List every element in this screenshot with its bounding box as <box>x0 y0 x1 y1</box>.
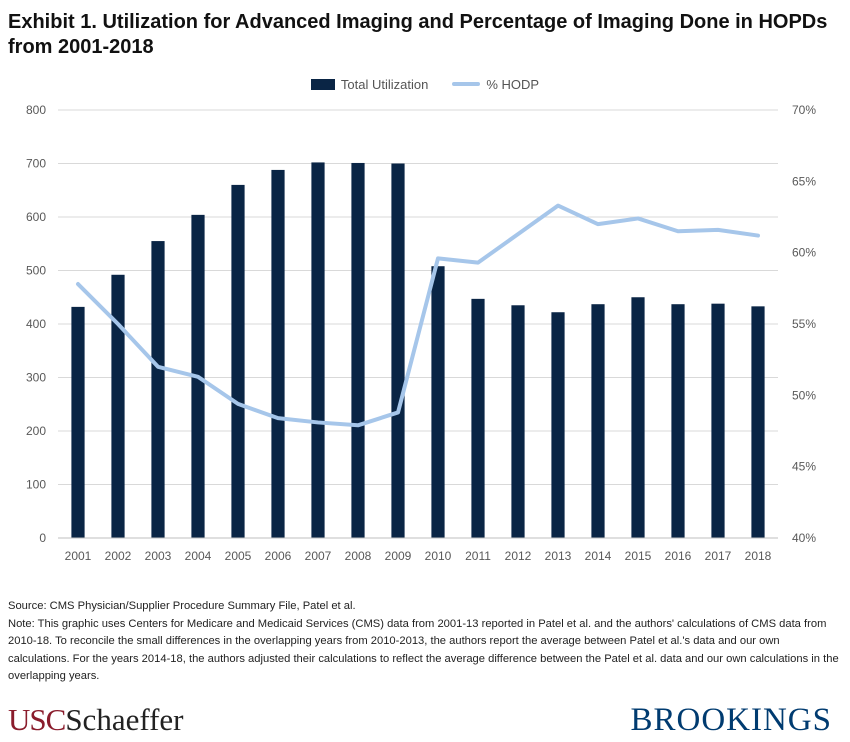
bar <box>591 304 605 538</box>
source-note: Source: CMS Physician/Supplier Procedure… <box>8 600 356 612</box>
chart-title: Exhibit 1. Utilization for Advanced Imag… <box>8 11 828 58</box>
bar <box>671 304 685 538</box>
bar <box>631 297 645 538</box>
y-right-tick-label: 65% <box>792 174 816 188</box>
y-right-tick-label: 70% <box>792 103 816 117</box>
x-tick-label: 2007 <box>305 549 332 563</box>
bar <box>551 312 565 538</box>
y-right-tick-label: 45% <box>792 460 816 474</box>
y-left-tick-label: 200 <box>26 424 46 438</box>
bar <box>711 303 725 538</box>
y-left-tick-label: 0 <box>39 531 46 545</box>
y-right-tick-label: 40% <box>792 531 816 545</box>
x-tick-label: 2012 <box>505 549 532 563</box>
bar <box>271 169 285 539</box>
x-tick-label: 2003 <box>145 549 172 563</box>
methodology-note: Note: This graphic uses Centers for Medi… <box>8 617 839 683</box>
combo-chart: 0 100 200 300 400 500 600 700 800 40% 45% 50% 55% 60%… <box>26 103 816 563</box>
legend-bar-label: Total Utilization <box>340 76 429 92</box>
legend: Total Utilization % HODP <box>0 74 850 94</box>
x-tick-label: 2015 <box>625 549 652 563</box>
x-tick-label: 2017 <box>705 549 732 563</box>
legend-line-swatch <box>452 82 481 86</box>
bar <box>431 266 445 538</box>
x-tick-label: 2013 <box>545 549 572 563</box>
notes-section: Source: CMS Physician/Supplier Procedure… <box>8 598 844 686</box>
y-right-tick-label: 50% <box>792 388 816 402</box>
usc-schaeffer-logo: USCSchaeffer <box>8 702 184 738</box>
legend-bar-swatch <box>310 78 335 90</box>
x-tick-label: 2002 <box>105 549 132 563</box>
x-tick-label: 2011 <box>465 549 491 563</box>
x-tick-label: 2004 <box>185 549 212 563</box>
legend-line-label: % HODP <box>486 76 540 92</box>
y-left-tick-label: 700 <box>26 157 46 171</box>
legend-item-hodp: % HODP <box>452 77 539 92</box>
hodp-line <box>76 203 760 428</box>
x-tick-label: 2009 <box>385 549 412 563</box>
x-tick-label: 2008 <box>345 549 372 563</box>
x-tick-label: 2010 <box>425 549 452 563</box>
y-left-tick-label: 800 <box>26 103 46 117</box>
y-right-tick-label: 60% <box>792 246 816 260</box>
x-tick-label: 2016 <box>665 549 692 563</box>
x-tick-label: 2006 <box>265 549 292 563</box>
x-tick-label: 2018 <box>745 549 772 563</box>
bar <box>391 163 405 538</box>
bar <box>511 305 525 538</box>
y-left-tick-label: 600 <box>26 210 46 224</box>
logo-usc-text: USC <box>8 702 66 737</box>
y-left-tick-label: 300 <box>26 371 46 385</box>
y-left-tick-label: 100 <box>26 478 46 492</box>
bar <box>71 306 85 538</box>
bar <box>751 306 765 538</box>
logo-schaeffer-text: Schaeffer <box>65 702 184 737</box>
x-tick-label: 2001 <box>65 549 92 563</box>
bar <box>231 184 245 538</box>
bar <box>311 162 325 538</box>
y-right-tick-label: 55% <box>792 317 816 331</box>
bar <box>151 241 165 538</box>
bar <box>111 274 125 538</box>
x-tick-label: 2005 <box>225 549 252 563</box>
bar <box>471 298 485 538</box>
y-left-tick-label: 400 <box>26 317 46 331</box>
y-left-tick-label: 500 <box>26 264 46 278</box>
bar <box>351 162 365 538</box>
brookings-logo: BROOKINGS <box>630 702 832 738</box>
x-tick-label: 2014 <box>585 549 612 563</box>
legend-item-total-utilization: Total Utilization <box>310 76 429 92</box>
